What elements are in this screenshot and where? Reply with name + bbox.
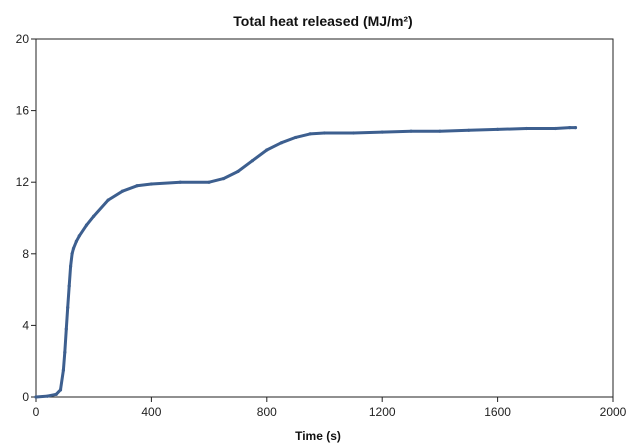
x-axis-label: Time (s) xyxy=(295,429,341,443)
y-axis: 0 4 8 12 16 20 xyxy=(16,32,36,404)
data-point xyxy=(438,129,442,133)
series-line xyxy=(34,126,577,399)
data-point xyxy=(64,327,68,331)
data-point xyxy=(250,159,254,163)
data-point xyxy=(221,177,226,181)
x-tick-label: 1200 xyxy=(369,405,396,419)
data-point xyxy=(553,126,557,131)
y-tick-label: 0 xyxy=(22,390,29,404)
data-point xyxy=(351,131,355,135)
data-point xyxy=(308,132,312,136)
data-point xyxy=(467,128,471,132)
x-tick-label: 800 xyxy=(257,405,277,419)
y-tick-label: 4 xyxy=(22,318,29,332)
data-point xyxy=(70,252,74,256)
data-point xyxy=(84,223,89,227)
data-point xyxy=(524,126,529,131)
data-point xyxy=(74,239,78,243)
x-tick-label: 0 xyxy=(33,405,40,419)
x-tick-label: 2000 xyxy=(600,405,627,419)
x-axis: 0 400 800 1200 1600 2000 xyxy=(33,397,627,419)
data-point xyxy=(322,131,327,135)
x-tick-label: 1600 xyxy=(484,405,511,419)
x-tick-label: 400 xyxy=(141,405,161,419)
data-point xyxy=(573,126,578,130)
data-point xyxy=(120,189,125,193)
data-point xyxy=(58,388,63,392)
plot-frame xyxy=(35,38,614,398)
y-tick-label: 16 xyxy=(16,104,30,118)
data-point xyxy=(265,148,269,152)
data-point xyxy=(67,284,71,288)
data-point xyxy=(63,350,67,354)
data-point xyxy=(54,392,58,396)
data-point xyxy=(294,135,298,140)
data-series xyxy=(34,126,578,399)
data-point xyxy=(34,395,38,399)
data-point xyxy=(178,180,182,184)
data-point xyxy=(409,129,413,133)
data-point xyxy=(106,198,110,202)
data-point xyxy=(568,126,572,130)
data-point xyxy=(92,214,96,218)
data-point xyxy=(45,394,50,398)
y-tick-label: 12 xyxy=(16,175,30,189)
data-point xyxy=(66,305,70,310)
data-point xyxy=(380,130,384,134)
data-point xyxy=(496,127,500,131)
data-point xyxy=(77,234,81,238)
data-point xyxy=(207,180,211,184)
data-point xyxy=(279,141,283,145)
data-point xyxy=(69,264,73,268)
data-point xyxy=(149,182,153,186)
data-point xyxy=(71,246,76,251)
chart-title: Total heat released (MJ/m²) xyxy=(233,13,412,29)
data-point xyxy=(61,368,66,372)
data-point xyxy=(236,169,240,174)
y-tick-label: 8 xyxy=(22,247,29,261)
y-tick-label: 20 xyxy=(16,32,30,46)
data-point xyxy=(135,184,139,188)
